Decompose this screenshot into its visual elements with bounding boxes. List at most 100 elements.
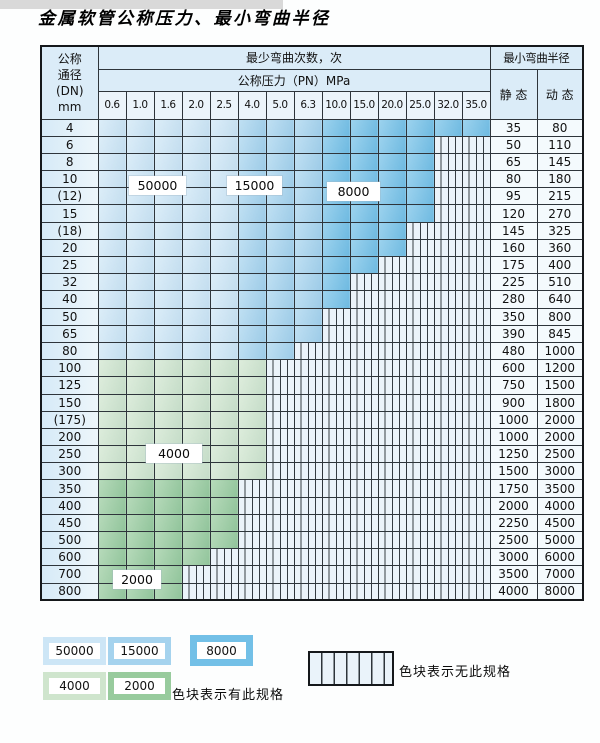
spec-cell (237, 238, 267, 258)
dn-cell: (18) (40, 221, 99, 240)
spec-cell (181, 548, 211, 567)
no-spec-cell (321, 513, 351, 533)
no-spec-cell (265, 359, 295, 378)
no-spec-cell (433, 324, 463, 343)
spec-cell (125, 376, 155, 395)
spec-cell (349, 255, 379, 275)
spec-cell (405, 204, 435, 223)
spec-cell (461, 118, 491, 137)
no-spec-cell (377, 341, 407, 361)
spec-cell (349, 152, 379, 172)
no-spec-cell (377, 290, 407, 309)
spec-cell (405, 170, 435, 189)
no-spec-cell (293, 530, 323, 550)
no-spec-cell (377, 393, 407, 412)
no-spec-cell (461, 359, 491, 378)
no-spec-cell (461, 221, 491, 240)
spec-cell (209, 152, 239, 172)
static-value: 280 (489, 290, 538, 309)
pressure-tick: 0.6 (97, 90, 127, 120)
no-spec-cell (405, 255, 435, 275)
spec-cell (181, 238, 211, 258)
dynamic-value: 2000 (536, 427, 584, 447)
spec-cell (97, 152, 127, 172)
dn-cell: 8 (40, 152, 99, 172)
dynamic-value: 6000 (536, 548, 584, 567)
no-spec-cell (293, 565, 323, 584)
no-spec-cell (237, 513, 267, 533)
no-spec-cell (209, 548, 239, 567)
spec-cell (209, 359, 239, 378)
spec-cell (97, 393, 127, 412)
spec-cell (125, 204, 155, 223)
no-spec-cell (461, 496, 491, 515)
no-spec-cell (405, 582, 435, 601)
spec-cell (377, 238, 407, 258)
no-spec-cell (461, 187, 491, 206)
dynamic-value: 180 (536, 170, 584, 189)
table-row: 4 35 80 (40, 118, 584, 137)
no-spec-cell (461, 513, 491, 533)
spec-cell (265, 273, 295, 292)
no-spec-cell (349, 376, 379, 395)
no-spec-cell (265, 393, 295, 412)
spec-cell (97, 204, 127, 223)
dn-cell: (12) (40, 187, 99, 206)
dynamic-value: 3500 (536, 479, 584, 498)
spec-cell (321, 135, 351, 154)
spec-cell (209, 445, 239, 464)
table-row: 300 1500 3000 (40, 462, 584, 481)
spec-cell (209, 324, 239, 343)
spec-cell (97, 135, 127, 154)
no-spec-cell (265, 513, 295, 533)
no-spec-cell (405, 273, 435, 292)
dn-cell: 20 (40, 238, 99, 258)
static-value: 50 (489, 135, 538, 154)
no-spec-cell (349, 479, 379, 498)
static-value: 95 (489, 187, 538, 206)
no-spec-cell (265, 462, 295, 481)
spec-cell (153, 427, 183, 447)
spec-cell (209, 393, 239, 412)
no-spec-cell (433, 290, 463, 309)
cycles-header: 最少弯曲次数，次 (97, 45, 491, 70)
spec-cell (209, 273, 239, 292)
no-spec-cell (461, 324, 491, 343)
dynamic-value: 1500 (536, 376, 584, 395)
no-spec-cell (349, 273, 379, 292)
dn-cell: 600 (40, 548, 99, 567)
spec-cell (153, 462, 183, 481)
static-value: 2500 (489, 530, 538, 550)
no-spec-cell (433, 221, 463, 240)
no-spec-cell (461, 170, 491, 189)
no-spec-cell (265, 427, 295, 447)
spec-cell (237, 221, 267, 240)
dn-cell: 125 (40, 376, 99, 395)
table-row: 400 2000 4000 (40, 496, 584, 515)
spec-cell (265, 341, 295, 361)
no-spec-cell (377, 273, 407, 292)
no-spec-cell (377, 530, 407, 550)
static-value: 1500 (489, 462, 538, 481)
spec-cell (153, 341, 183, 361)
spec-cell (181, 170, 211, 189)
no-spec-cell (265, 376, 295, 395)
static-value: 145 (489, 221, 538, 240)
spec-cell (293, 273, 323, 292)
no-spec-cell (293, 479, 323, 498)
dn-cell: 4 (40, 118, 99, 137)
spec-cell (237, 462, 267, 481)
spec-cell (153, 479, 183, 498)
no-spec-cell (321, 582, 351, 601)
spec-cell (125, 118, 155, 137)
spec-cell (349, 238, 379, 258)
table-row: 6 50 110 (40, 135, 584, 154)
no-spec-cell (433, 530, 463, 550)
spec-cell (293, 255, 323, 275)
spec-cell (237, 307, 267, 326)
table-row: 15 120 270 (40, 204, 584, 223)
spec-cell (209, 255, 239, 275)
spec-cell (349, 204, 379, 223)
no-spec-cell (461, 427, 491, 447)
no-spec-cell (237, 479, 267, 498)
